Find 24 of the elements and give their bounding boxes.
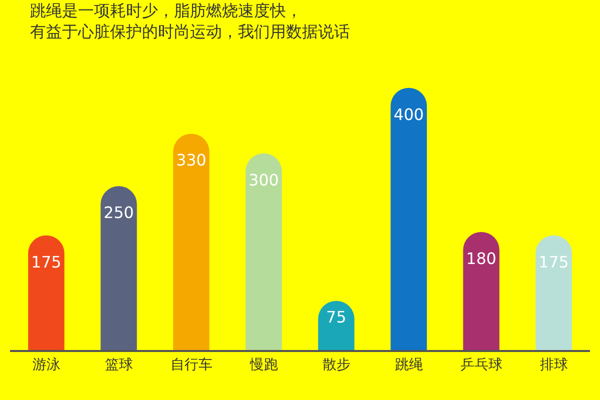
data-label: 300	[248, 170, 279, 190]
x-tick-label: 游泳	[32, 356, 60, 373]
data-label: 180	[466, 249, 496, 268]
data-label: 175	[538, 252, 569, 272]
x-tick-label: 自行车	[170, 356, 212, 373]
bar	[100, 186, 137, 350]
x-tick-label: 散步	[322, 356, 350, 373]
bar	[246, 153, 282, 350]
bar	[536, 235, 572, 350]
x-tick-label: 排球	[540, 356, 568, 373]
data-label: 75	[326, 307, 346, 326]
bar	[463, 232, 500, 350]
data-label: 250	[104, 203, 134, 222]
bar	[173, 134, 210, 350]
x-tick-label: 慢跑	[248, 356, 278, 373]
data-label: 175	[31, 252, 62, 272]
data-label: 400	[394, 104, 424, 124]
x-tick-label: 跳绳	[394, 356, 423, 373]
data-label: 330	[176, 150, 206, 170]
chart-title: 跳绳是一项耗时少，脂肪燃烧速度快，有益于心脏保护的时尚运动，我们用数据说话	[30, 1, 350, 41]
x-tick-label: 乒乓球	[460, 356, 502, 373]
bar	[28, 235, 64, 350]
bar	[390, 88, 427, 350]
x-tick-label: 篮球	[104, 356, 133, 373]
